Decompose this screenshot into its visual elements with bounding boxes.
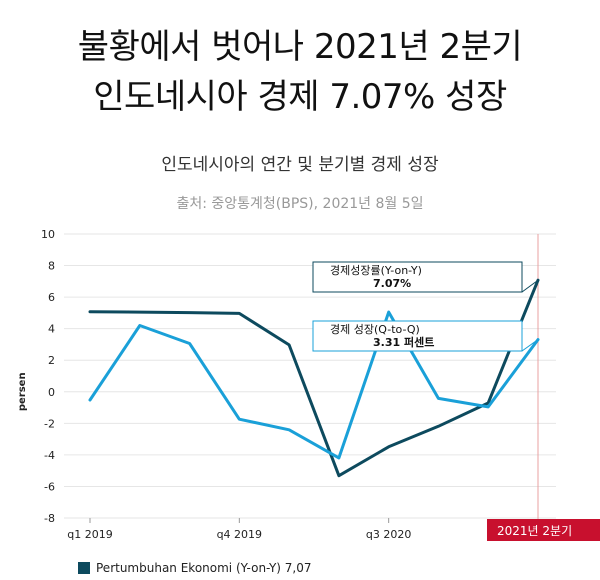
legend-swatch <box>78 562 90 574</box>
y-tick-label: -4 <box>44 449 55 462</box>
highlight-badge-label: 2021년 2분기 <box>497 524 572 538</box>
headline: 불황에서 벗어나 2021년 2분기 인도네시아 경제 7.07% 성장 <box>0 22 600 122</box>
annotation-value: 3.31 퍼센트 <box>373 335 434 349</box>
x-tick-label: q1 2019 <box>67 528 112 541</box>
annotation-label: 경제 성장(Q-to-Q) <box>330 323 420 336</box>
y-tick-label: 10 <box>41 228 55 241</box>
x-tick-label: q3 2020 <box>366 528 411 541</box>
headline-line-1: 불황에서 벗어나 2021년 2분기 <box>77 27 523 67</box>
highlight-badge <box>487 519 600 541</box>
legend: Pertumbuhan Ekonomi (Y-on-Y) 7,07 <box>78 561 312 575</box>
headline-line-2: 인도네시아 경제 7.07% 성장 <box>93 77 507 117</box>
y-axis-label: persen <box>17 372 28 411</box>
annotation-label: 경제성장률(Y-on-Y) <box>330 264 422 277</box>
chart-title: 인도네시아의 연간 및 분기별 경제 성장 <box>161 155 439 175</box>
annotation-leader <box>521 279 539 293</box>
y-tick-label: -8 <box>44 512 55 525</box>
x-tick-label: q4 2019 <box>217 528 262 541</box>
y-tick-label: 2 <box>48 354 55 367</box>
series-line-qtoq <box>88 310 540 460</box>
annotation-box <box>312 320 523 352</box>
y-tick-label: -2 <box>44 417 55 430</box>
chart-source: 출처: 중앙통계청(BPS), 2021년 8월 5일 <box>176 196 424 212</box>
y-tick-label: -6 <box>44 480 55 493</box>
y-tick-label: 6 <box>48 291 55 304</box>
annotation-value: 7.07% <box>373 277 411 290</box>
legend-label: Pertumbuhan Ekonomi (Y-on-Y) 7,07 <box>96 561 312 575</box>
y-tick-label: 8 <box>48 260 55 273</box>
y-tick-label: 4 <box>48 323 55 336</box>
annotation-leader <box>521 339 539 352</box>
series-line-yoy <box>88 278 540 478</box>
y-tick-label: 0 <box>48 386 55 399</box>
annotation-box <box>312 261 523 293</box>
